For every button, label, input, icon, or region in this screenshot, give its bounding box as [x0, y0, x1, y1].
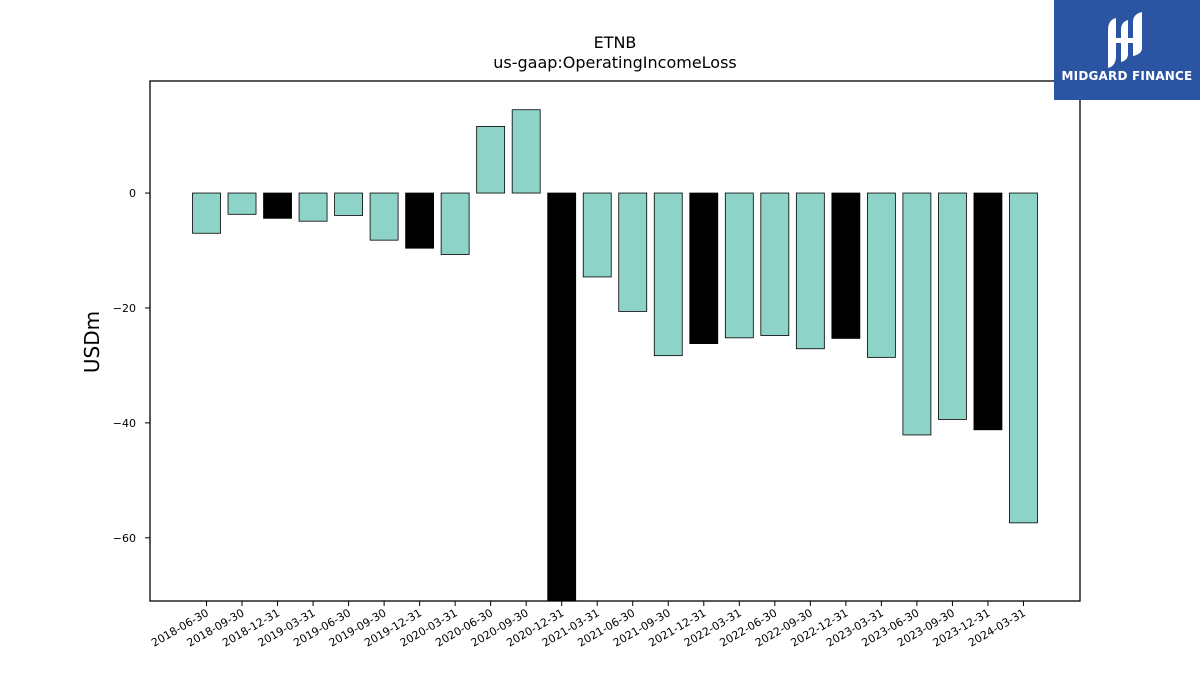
- bar: [902, 192, 932, 436]
- bar: [405, 192, 435, 249]
- x-axis: 2018-06-302018-09-302018-12-312019-03-31…: [149, 601, 1028, 650]
- bar: [866, 192, 896, 358]
- bar: [653, 192, 683, 357]
- brand-logo: MIDGARD FINANCE: [1054, 0, 1200, 100]
- bar: [227, 192, 257, 215]
- bar: [263, 192, 292, 219]
- bar: [973, 192, 1003, 431]
- bar: [831, 192, 861, 339]
- logo-text: MIDGARD FINANCE: [1061, 69, 1193, 83]
- bar: [938, 192, 967, 420]
- bar: [795, 192, 825, 350]
- bar: [192, 192, 221, 234]
- bar: [369, 192, 399, 241]
- y-tick-label: −60: [113, 532, 136, 545]
- logo-icon: [1108, 12, 1142, 68]
- chart-subtitle: us-gaap:OperatingIncomeLoss: [493, 53, 737, 72]
- y-axis-label: USDm: [80, 311, 104, 373]
- bar: [760, 192, 790, 336]
- bar: [582, 192, 612, 278]
- bar: [511, 109, 541, 194]
- bar: [724, 192, 754, 339]
- chart-title: ETNB: [594, 33, 637, 52]
- y-tick-label: −40: [113, 417, 136, 430]
- y-axis: 0 −20 −40 −60: [113, 187, 150, 545]
- bars-group: [192, 109, 1038, 601]
- y-tick-label: −20: [113, 302, 136, 315]
- bar: [689, 192, 719, 344]
- bar: [334, 192, 363, 216]
- y-tick-label: 0: [129, 187, 136, 200]
- bar: [618, 192, 648, 312]
- bar: [547, 192, 577, 601]
- bar: [440, 192, 470, 255]
- plot-frame: [149, 80, 1081, 602]
- bar: [1009, 192, 1038, 524]
- bar: [476, 125, 506, 194]
- bar: [298, 192, 328, 222]
